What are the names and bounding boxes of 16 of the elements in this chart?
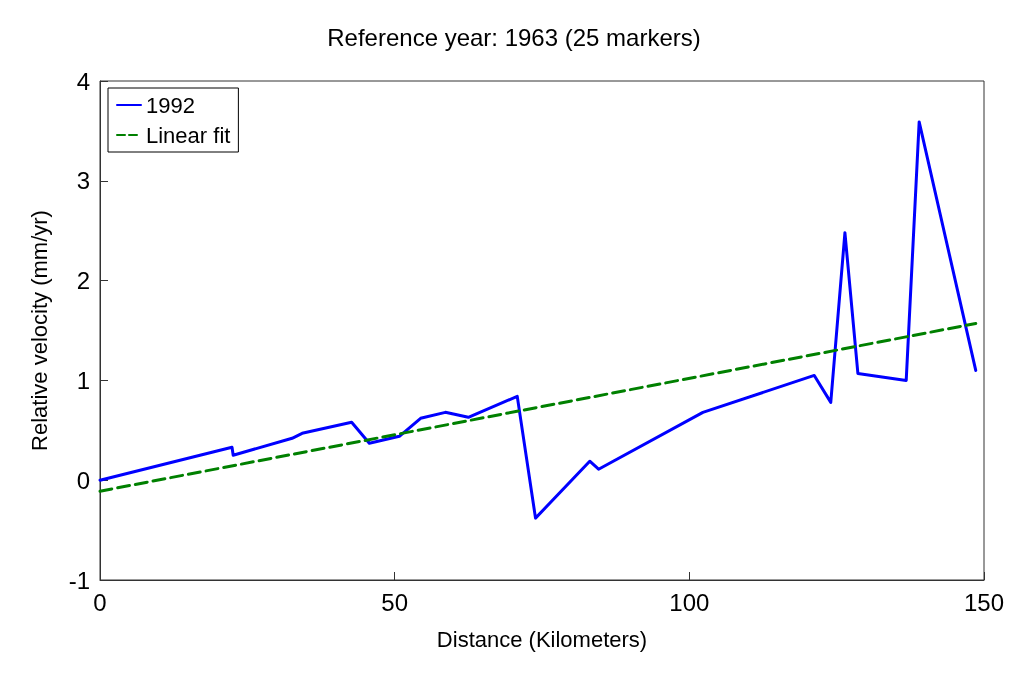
chart-title: Reference year: 1963 (25 markers) bbox=[327, 23, 701, 51]
x-tick-label: 0 bbox=[93, 588, 107, 616]
y-tick-label: 2 bbox=[76, 267, 90, 295]
line-series bbox=[98, 120, 978, 520]
y-axis-title: Relative velocity (mm/yr) bbox=[26, 210, 52, 451]
x-axis-title: Distance (Kilometers) bbox=[436, 626, 648, 652]
x-tick-label: 50 bbox=[381, 588, 409, 616]
x-tick-label: 100 bbox=[669, 588, 710, 616]
legend-label: 1992 bbox=[146, 92, 195, 118]
y-tick-label: 3 bbox=[76, 167, 90, 195]
x-tick-label: 150 bbox=[963, 588, 1005, 616]
legend-label: Linear fit bbox=[146, 122, 231, 148]
y-tick-label: 0 bbox=[76, 466, 90, 494]
y-tick-label: -1 bbox=[68, 566, 90, 594]
y-tick-label: 4 bbox=[76, 67, 90, 95]
y-tick-label: 1 bbox=[76, 366, 90, 394]
